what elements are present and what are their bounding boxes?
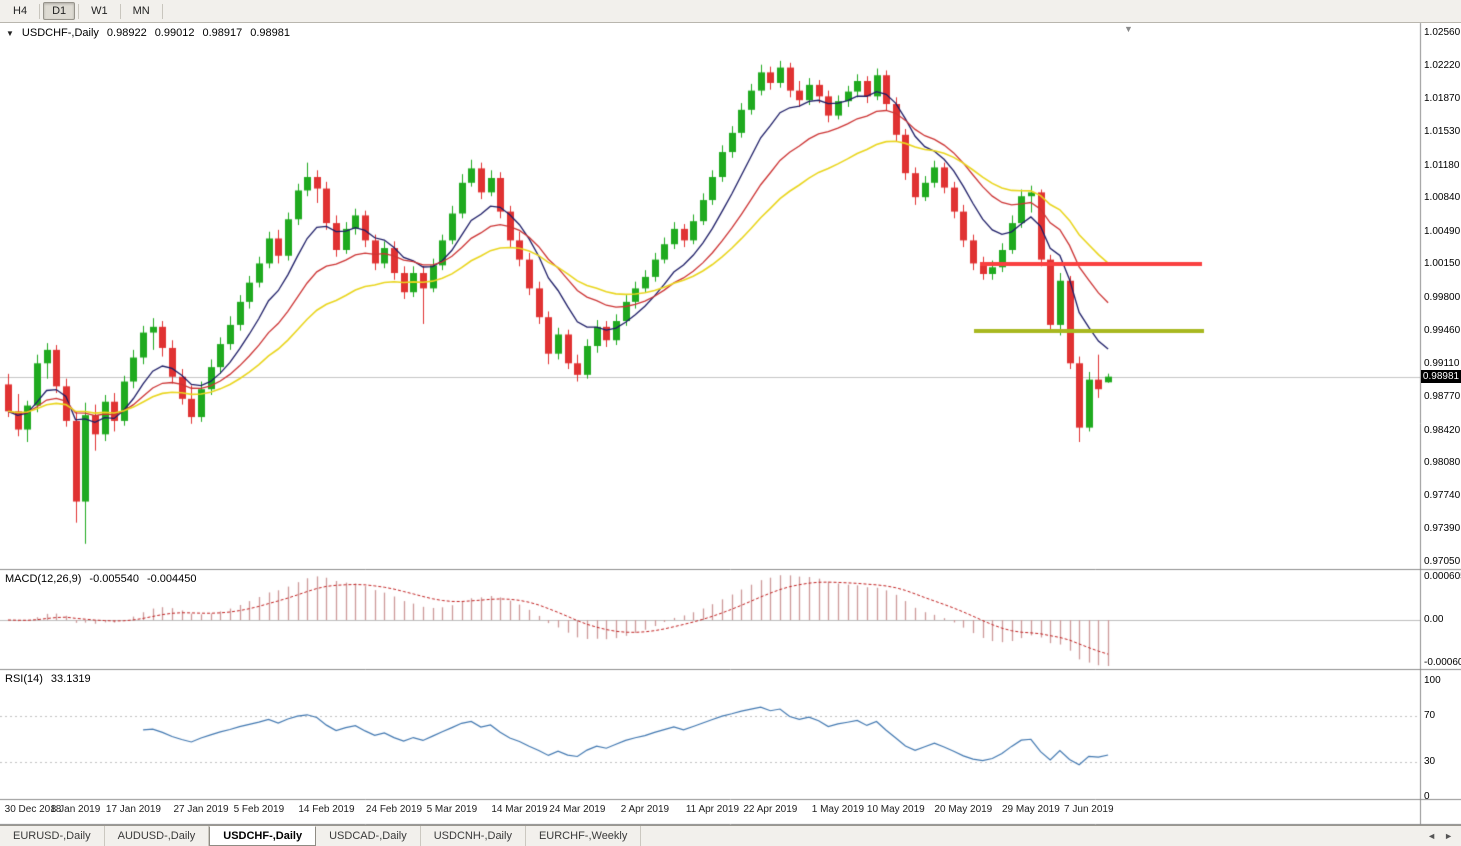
tab-eurusd-daily[interactable]: EURUSD-,Daily [0, 826, 105, 846]
tab-eurchf-weekly[interactable]: EURCHF-,Weekly [526, 826, 642, 846]
rsi-scale-label: 30 [1424, 756, 1436, 767]
date-axis-label: 14 Mar 2019 [491, 804, 548, 815]
date-axis-label: 5 Mar 2019 [426, 804, 478, 815]
macd-value: -0.005540 [89, 573, 139, 585]
chart-title: ▼ USDCHF-,Daily 0.98922 0.99012 0.98917 … [6, 27, 290, 39]
tabs-navigation: ◄ ► [1419, 826, 1461, 846]
timeframe-button-w1[interactable]: W1 [91, 5, 108, 17]
price-scale-label: 1.00490 [1424, 225, 1461, 237]
date-axis-label: 24 Feb 2019 [365, 804, 423, 815]
tabs-scroll-right-button[interactable]: ► [1444, 831, 1453, 841]
tabs-scroll-left-button[interactable]: ◄ [1427, 831, 1437, 841]
date-axis-label: 24 Mar 2019 [549, 804, 606, 815]
chart-tabs-group: EURUSD-,Daily AUDUSD-,Daily USDCHF-,Daily U… [0, 826, 642, 846]
ohlc-open: 0.98922 [106, 27, 147, 39]
price-scale-label: 0.98770 [1424, 390, 1461, 402]
price-scale-label: 1.02560 [1424, 27, 1461, 38]
price-scale-label: 0.99800 [1424, 292, 1461, 303]
date-axis-label: 7 Jun 2019 [1064, 804, 1114, 815]
rsi-scale-label: 0 [1424, 791, 1430, 802]
current-price-tag: 0.98981 [1421, 370, 1461, 384]
symbol-title: USDCHF-,Daily [21, 27, 99, 39]
timeframe-buttons-group: H4 D1 W1 MN [4, 2, 166, 20]
toolbar-separator [39, 3, 41, 19]
macd-scale-label: -0.0006096 [1424, 657, 1461, 668]
date-axis-label: 8 Jan 2019 [50, 804, 101, 815]
chart-shift-marker-icon[interactable]: ▼ [1124, 24, 1133, 34]
date-axis-label: 17 Jan 2019 [105, 804, 161, 815]
collapse-triangle-icon[interactable]: ▼ [6, 28, 14, 38]
date-axis-label: 22 Apr 2019 [743, 804, 798, 815]
rsi-name: RSI(14) [5, 673, 43, 685]
tab-usdchf-daily[interactable]: USDCHF-,Daily [209, 826, 317, 846]
date-axis-label: 14 Feb 2019 [298, 804, 355, 815]
price-scale-label: 0.98420 [1424, 424, 1461, 436]
rsi-scale-label: 100 [1424, 675, 1441, 686]
ohlc-low: 0.98917 [202, 27, 243, 39]
timeframe-button-mn[interactable]: MN [132, 5, 150, 17]
date-axis-label: 1 May 2019 [811, 804, 865, 815]
ohlc-high: 0.99012 [154, 27, 195, 39]
price-scale-label: 0.97740 [1424, 489, 1461, 501]
rsi-value: 33.1319 [50, 673, 91, 685]
macd-name: MACD(12,26,9) [5, 573, 82, 585]
date-axis-label: 10 May 2019 [866, 804, 925, 815]
rsi-scale-label: 70 [1424, 710, 1436, 721]
timeframe-toolbar: H4 D1 W1 MN [0, 0, 1461, 23]
price-scale-label: 1.01530 [1424, 125, 1461, 137]
date-axis-label: 20 May 2019 [934, 804, 993, 815]
price-scale-label: 1.02220 [1424, 59, 1461, 71]
macd-signal-value: -0.004450 [146, 573, 197, 585]
toolbar-separator [119, 3, 121, 19]
macd-indicator-label: MACD(12,26,9) -0.005540 -0.004450 [5, 573, 197, 585]
date-axis-label: 29 May 2019 [1001, 804, 1060, 815]
price-scale-label: 1.01180 [1424, 159, 1460, 171]
price-scale-label: 0.97050 [1424, 556, 1461, 568]
date-axis-label: 27 Jan 2019 [173, 804, 229, 815]
toolbar-separator [78, 3, 80, 19]
tab-usdcad-daily[interactable]: USDCAD-,Daily [316, 826, 421, 846]
price-scale-label: 0.99110 [1424, 358, 1460, 370]
price-scale-label: 0.99460 [1424, 324, 1461, 336]
price-scale-label: 0.98080 [1424, 457, 1461, 469]
chart-tabs-bar: EURUSD-,Daily AUDUSD-,Daily USDCHF-,Daily U… [0, 825, 1461, 846]
toolbar-separator [161, 3, 163, 19]
rsi-indicator-label: RSI(14) 33.1319 [5, 673, 91, 685]
timeframe-button-h4[interactable]: H4 [13, 5, 28, 17]
macd-scale-label: 0.0006058 [1424, 571, 1461, 582]
price-scale-label: 0.97390 [1424, 523, 1461, 535]
date-axis-label: 5 Feb 2019 [233, 804, 285, 815]
ohlc-close: 0.98981 [250, 27, 290, 39]
macd-scale-label: 0.00 [1424, 614, 1444, 625]
date-axis-label: 30 Dec 2018 [4, 804, 62, 815]
date-axis-label: 11 Apr 2019 [685, 804, 740, 815]
date-axis-label: 2 Apr 2019 [620, 804, 670, 815]
tab-audusd-daily[interactable]: AUDUSD-,Daily [105, 826, 210, 846]
price-scale-label: 1.00840 [1424, 192, 1461, 204]
timeframe-button-d1[interactable]: D1 [43, 2, 76, 20]
price-scale-label: 1.01870 [1424, 93, 1461, 105]
tab-usdcnh-daily[interactable]: USDCNH-,Daily [421, 826, 526, 846]
price-scale-label: 1.00150 [1424, 258, 1461, 270]
